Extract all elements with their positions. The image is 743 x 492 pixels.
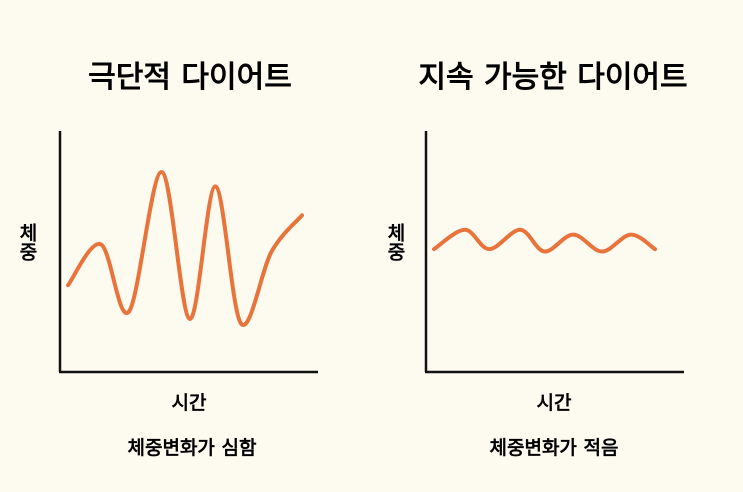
chart-title-sustainable: 지속 가능한 다이어트 xyxy=(418,60,687,95)
weight-line-sustainable xyxy=(432,227,657,254)
weight-line-extreme xyxy=(66,169,304,327)
y-axis-label-sustainable: 체중 xyxy=(384,223,406,261)
chart-title-extreme: 극단적 다이어트 xyxy=(88,60,292,95)
caption-sustainable: 체중변화가 적음 xyxy=(490,437,619,459)
chart-extreme-diet: 극단적 다이어트 체중 시간 체중변화가 심함 xyxy=(16,60,318,459)
chart-sustainable-diet: 지속 가능한 다이어트 체중 시간 체중변화가 적음 xyxy=(384,60,688,459)
x-axis-label-extreme: 시간 xyxy=(172,392,207,414)
caption-extreme: 체중변화가 심함 xyxy=(128,437,257,459)
x-axis-label-sustainable: 시간 xyxy=(537,392,572,414)
y-axis-label-extreme: 체중 xyxy=(16,223,38,261)
